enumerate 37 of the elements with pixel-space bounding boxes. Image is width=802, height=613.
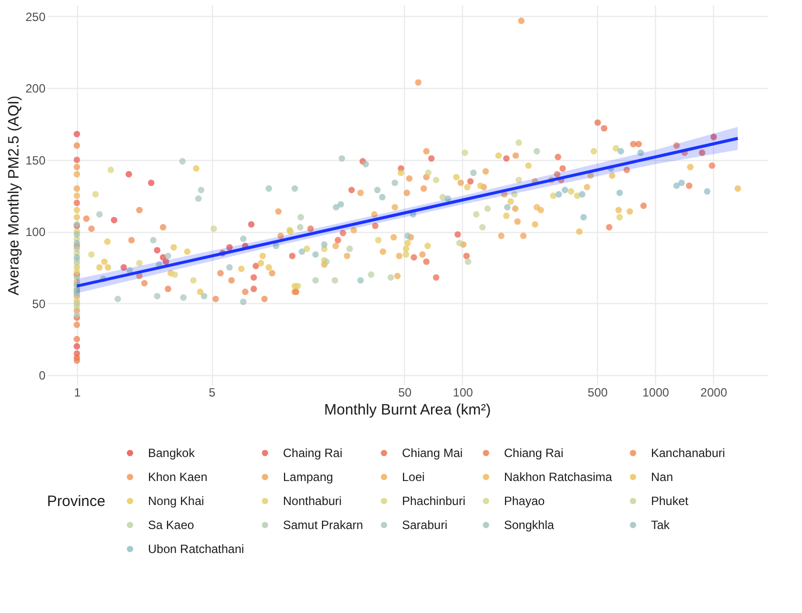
legend-label: Songkhla [504, 518, 554, 532]
legend-label: Nong Khai [148, 494, 204, 508]
x-tick-label: 500 [588, 386, 608, 400]
x-tick-label: 1 [74, 386, 82, 400]
x-axis-title: Monthly Burnt Area (km²) [324, 402, 491, 418]
legend-label: Nakhon Ratchasima [504, 470, 612, 484]
legend-label: Bangkok [148, 446, 196, 460]
x-tick-label: 5 [208, 386, 216, 400]
y-axis-title: Average Monthly PM2.5 (AQI) [5, 96, 22, 296]
legend-label: Phachinburi [402, 494, 466, 508]
legend-label: Kanchanaburi [651, 446, 726, 460]
x-tick-label: 2000 [700, 386, 728, 400]
legend-label: Saraburi [402, 518, 448, 532]
legend-label: Sa Kaeo [148, 518, 194, 532]
x-tick-label: 1000 [642, 386, 670, 400]
legend-label: Khon Kaen [148, 470, 208, 484]
legend-label: Tak [651, 518, 671, 532]
legend-label: Phayao [504, 494, 546, 508]
legend-label: Ubon Ratchathani [148, 542, 244, 556]
legend-label: Nan [651, 470, 674, 484]
x-tick-label: 50 [398, 386, 412, 400]
y-tick-label: 250 [25, 10, 46, 24]
legend-label: Chiang Rai [504, 446, 564, 460]
legend-label: Samut Prakarn [283, 518, 364, 532]
legend-label: Loei [402, 470, 425, 484]
legend-label: Chiang Mai [402, 446, 463, 460]
x-tick-label: 100 [452, 386, 474, 400]
legend-label: Nonthaburi [283, 494, 342, 508]
legend-label: Lampang [283, 470, 334, 484]
y-tick-label: 100 [25, 225, 46, 240]
y-tick-label: 150 [25, 153, 46, 168]
y-tick-label: 0 [38, 368, 46, 382]
y-tick-label: 50 [32, 296, 46, 311]
legend-label: Chaing Rai [283, 446, 342, 460]
legend-label: Phuket [651, 494, 690, 508]
legend-title: Province [47, 493, 106, 510]
y-tick-label: 200 [25, 82, 46, 96]
